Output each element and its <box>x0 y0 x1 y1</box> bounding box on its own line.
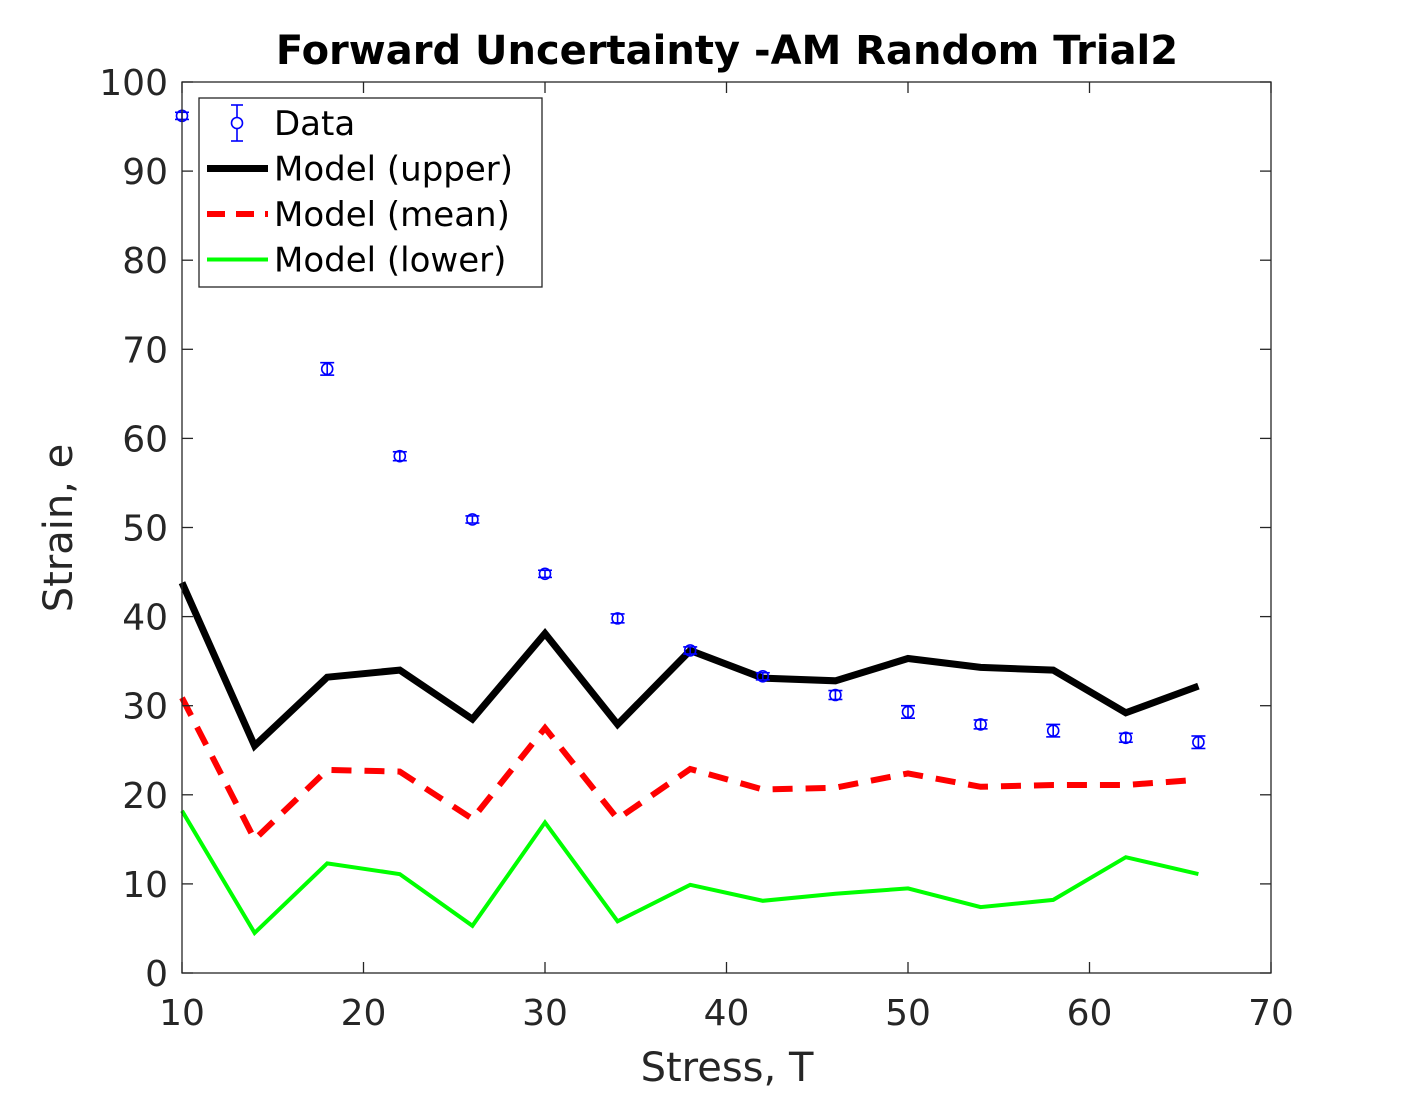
x-tick-label: 20 <box>341 993 387 1034</box>
legend-item: Model (lower) <box>207 241 506 281</box>
y-tick-label: 40 <box>122 598 168 639</box>
legend-item: Model (upper) <box>207 150 513 190</box>
data-marker <box>611 612 624 625</box>
data-point <box>610 612 625 625</box>
series-line-model-mean <box>179 696 1199 845</box>
y-tick-label: 20 <box>122 776 168 817</box>
data-marker <box>901 705 915 719</box>
y-tick-label: 100 <box>99 63 168 104</box>
data-point <box>392 449 407 463</box>
x-tick-label: 60 <box>1067 993 1113 1034</box>
legend-label: Model (upper) <box>274 150 513 190</box>
x-tick-label: 30 <box>522 993 568 1034</box>
data-marker <box>974 718 987 731</box>
legend-item: Model (mean) <box>207 195 510 235</box>
data-marker <box>538 567 552 581</box>
data-point <box>1191 735 1206 750</box>
chart-title: Forward Uncertainty -AM Random Trial2 <box>276 28 1178 74</box>
data-marker <box>393 449 407 463</box>
data-marker <box>683 644 697 657</box>
data-point <box>901 704 915 719</box>
y-tick-label: 90 <box>122 152 168 193</box>
data-point <box>1118 731 1133 745</box>
y-tick-label: 60 <box>122 419 168 460</box>
data-point <box>465 513 480 526</box>
x-tick-label: 50 <box>885 993 931 1034</box>
x-tick-label: 70 <box>1248 993 1294 1034</box>
legend-marker <box>230 116 244 130</box>
data-point <box>538 567 552 581</box>
data-point <box>755 669 770 683</box>
data-marker <box>829 688 842 702</box>
legend-item: Data <box>230 104 355 144</box>
data-marker <box>1046 724 1060 737</box>
data-marker <box>320 362 334 376</box>
legend-label: Model (lower) <box>274 241 506 281</box>
y-tick-label: 10 <box>122 865 168 906</box>
legend-box <box>198 97 543 288</box>
y-tick-label: 80 <box>122 241 168 282</box>
x-axis-label: Stress, T <box>641 1045 814 1091</box>
series-line-model-lower <box>180 809 1199 937</box>
legend-label: Model (mean) <box>274 195 510 235</box>
y-tick-label: 30 <box>122 687 168 728</box>
data-point <box>320 361 335 376</box>
legend: Data Model (upper) Model (mean) Model (lowe… <box>198 97 543 288</box>
y-tick-label: 50 <box>122 509 168 550</box>
data-marker <box>466 513 479 526</box>
data-point <box>828 688 843 702</box>
x-tick-label: 40 <box>704 993 750 1034</box>
data-marker <box>756 669 770 683</box>
data-marker <box>1192 735 1205 749</box>
y-tick-label: 0 <box>145 954 168 995</box>
data-marker <box>1119 731 1133 745</box>
data-point <box>1046 723 1061 738</box>
legend-label: Data <box>274 104 355 144</box>
y-tick-label: 70 <box>122 330 168 371</box>
x-tick-label: 10 <box>159 993 205 1034</box>
data-point <box>683 644 698 657</box>
y-axis-label: Strain, e <box>36 444 82 613</box>
data-point <box>973 718 988 731</box>
